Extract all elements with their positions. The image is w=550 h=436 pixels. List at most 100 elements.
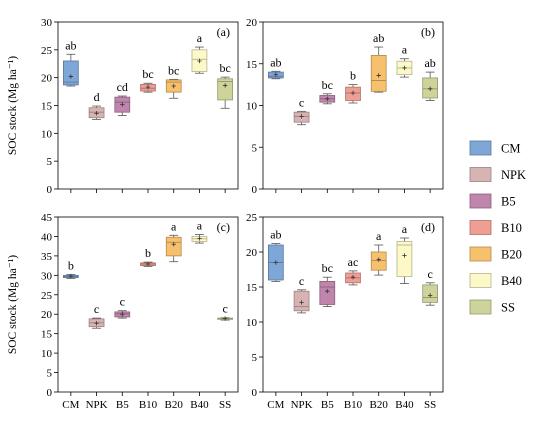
box-npk: c — [293, 274, 310, 314]
significance-letter: bc — [219, 61, 230, 75]
y-tick-label: 10 — [246, 317, 258, 329]
mean-marker — [376, 257, 381, 262]
significance-letter: ab — [270, 55, 281, 69]
chart-legend: CM NPK B5 B10 B20 B40 SS — [469, 140, 526, 315]
y-tick-label: 15 — [41, 101, 53, 113]
y-tick-label: 25 — [41, 45, 53, 57]
mean-marker — [94, 111, 99, 116]
iqr-box — [63, 60, 79, 86]
legend-swatch — [469, 299, 492, 315]
mean-marker — [197, 236, 202, 241]
mean-marker — [299, 300, 304, 305]
significance-letter: ab — [373, 31, 384, 45]
box-cm: b — [63, 259, 79, 279]
significance-letter: a — [171, 219, 177, 233]
y-tick-label: 20 — [246, 17, 258, 29]
legend-entry-ss: SS — [469, 299, 515, 315]
mean-marker — [222, 316, 228, 321]
mean-marker — [376, 73, 381, 78]
mean-marker — [325, 96, 330, 102]
legend-entry-npk: NPK — [469, 167, 526, 182]
x-tick-label: B10 — [139, 399, 158, 411]
x-tick-label: B40 — [395, 399, 414, 411]
box-b10: b — [345, 69, 361, 104]
legend-swatch — [469, 193, 492, 209]
significance-letter: ac — [348, 255, 359, 269]
x-tick-label: NPK — [291, 399, 313, 411]
x-tick-label: B10 — [344, 399, 363, 411]
mean-marker — [145, 261, 151, 267]
x-tick-label: B40 — [190, 399, 209, 411]
panel-label: (b) — [421, 25, 435, 39]
mean-marker — [120, 102, 125, 107]
box-b10: b — [140, 246, 156, 267]
panel-c: 0 5 10 15 20 25 30 35 40 45 (c) SOC stock (Mg ha⁻¹)… — [7, 212, 239, 411]
legend-label: B20 — [501, 248, 522, 262]
box-b5: bc — [319, 261, 336, 308]
box-cm: ab — [267, 55, 284, 80]
significance-letter: c — [94, 302, 99, 316]
panel-frame — [262, 216, 444, 393]
significance-letter: c — [427, 267, 432, 281]
mean-marker — [325, 289, 330, 294]
box-ss: c — [217, 302, 234, 321]
significance-letter: c — [299, 95, 304, 109]
y-tick-label: 0 — [252, 184, 258, 196]
y-tick-label: 30 — [41, 17, 53, 29]
box-ss: c — [422, 267, 438, 306]
significance-letter: b — [145, 246, 151, 260]
x-tick-label: B5 — [116, 399, 129, 411]
y-tick-label: 25 — [41, 290, 53, 302]
y-tick-label: 10 — [246, 101, 258, 113]
box-npk: c — [293, 95, 310, 126]
significance-letter: d — [94, 90, 100, 104]
panel-frame — [57, 21, 239, 190]
significance-letter: c — [299, 274, 304, 288]
legend-swatch — [469, 246, 492, 262]
box-b40: a — [396, 43, 413, 78]
mean-marker — [402, 65, 407, 71]
significance-letter: b — [68, 259, 74, 273]
mean-marker — [68, 74, 74, 79]
x-tick-label: SS — [219, 399, 231, 411]
significance-letter: a — [376, 229, 382, 243]
significance-letter: a — [197, 219, 203, 233]
legend-entry-b20: B20 — [469, 246, 522, 262]
legend-swatch — [469, 273, 492, 288]
box-npk: d — [88, 90, 105, 120]
legend-label: NPK — [501, 168, 526, 182]
box-b20: bc — [165, 63, 182, 99]
x-tick-label: CM — [62, 399, 79, 411]
legend-swatch — [469, 140, 492, 156]
y-tick-label: 5 — [47, 156, 53, 168]
box-b5: c — [114, 295, 131, 319]
y-tick-label: 15 — [41, 329, 53, 341]
legend-label: B10 — [501, 221, 522, 235]
mean-marker — [197, 58, 202, 64]
box-b20: a — [370, 229, 387, 276]
significance-letter: bc — [168, 63, 179, 77]
mean-marker — [120, 312, 125, 317]
panel-label: (c) — [217, 220, 230, 234]
x-tick-label: NPK — [86, 399, 108, 411]
mean-marker — [427, 86, 433, 91]
mean-marker — [299, 114, 304, 119]
significance-letter: a — [402, 222, 408, 236]
legend-entry-b5: B5 — [469, 193, 516, 209]
y-axis-label: SOC stock (Mg ha⁻¹) — [7, 255, 19, 354]
x-tick-label: B20 — [370, 399, 389, 411]
mean-marker — [273, 72, 279, 77]
panel-frame — [57, 216, 239, 393]
legend-entry-b10: B10 — [469, 220, 522, 235]
mean-marker — [273, 260, 279, 265]
significance-letter: b — [350, 69, 356, 83]
significance-letter: ab — [270, 228, 281, 242]
significance-letter: c — [120, 295, 125, 309]
box-b20: a — [165, 219, 182, 263]
box-b40: a — [191, 219, 208, 244]
box-b40: a — [396, 222, 413, 284]
legend-label: B40 — [501, 274, 522, 288]
